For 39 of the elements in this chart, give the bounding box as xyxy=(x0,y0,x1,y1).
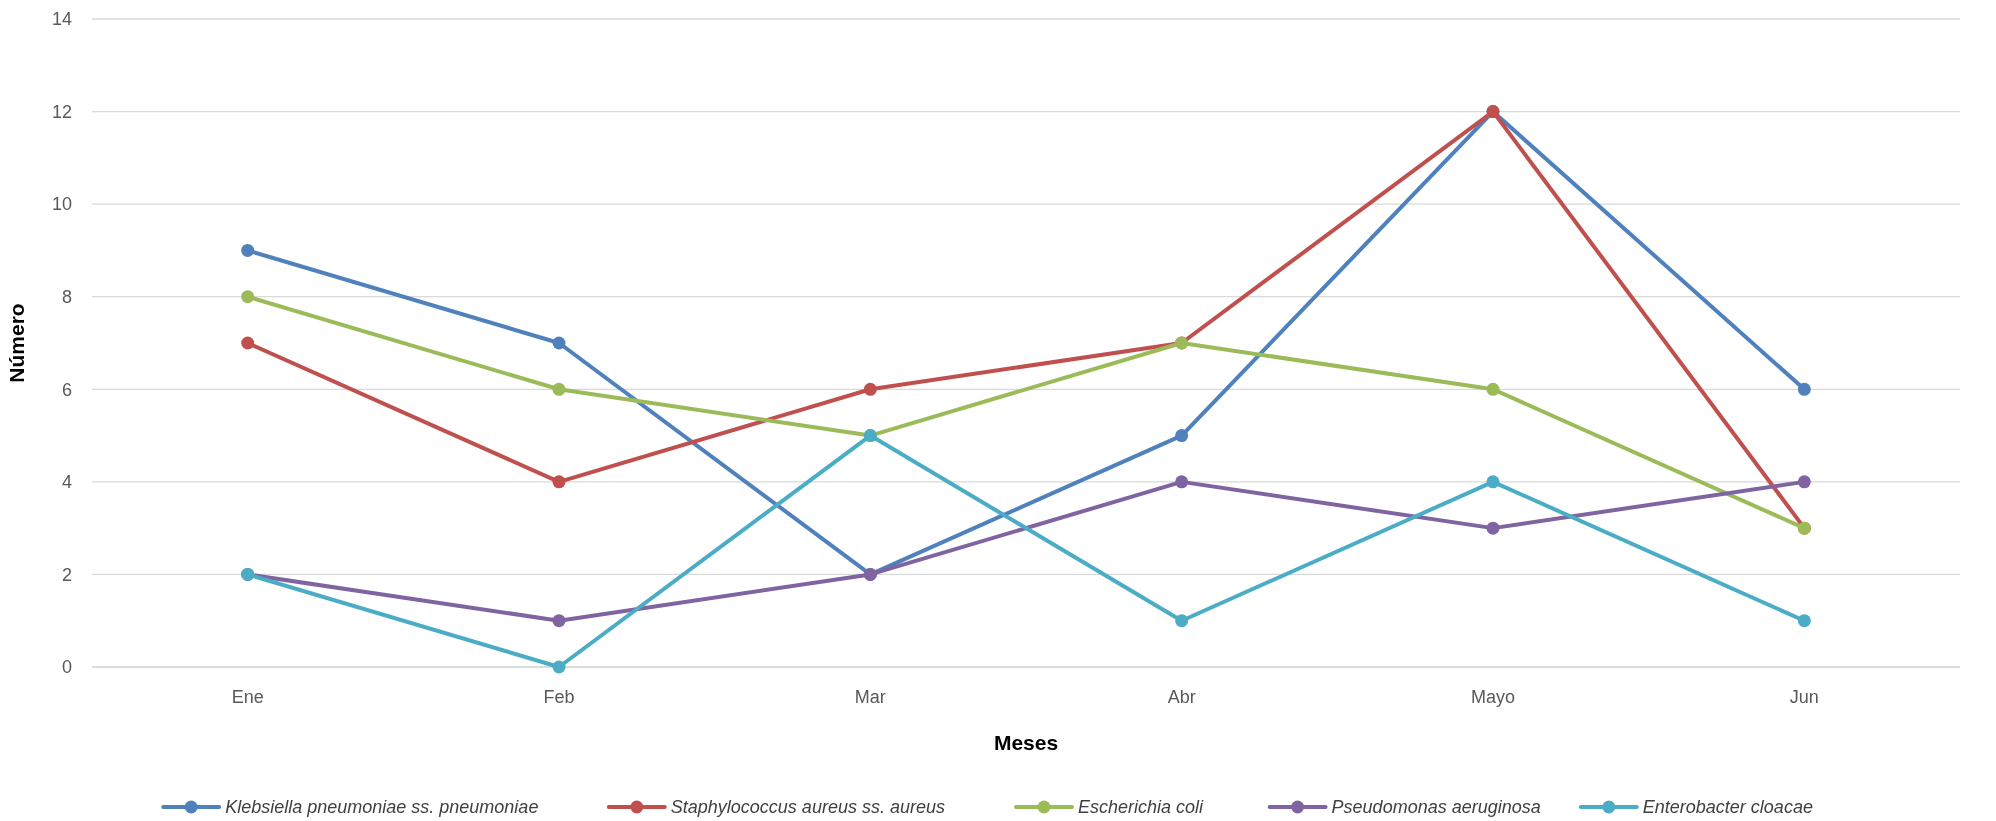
point xyxy=(552,475,566,489)
x-tick-label: Feb xyxy=(543,687,575,707)
y-tick-label: 10 xyxy=(51,194,72,215)
point xyxy=(241,243,255,257)
point xyxy=(1797,382,1811,396)
point xyxy=(1486,475,1500,489)
point xyxy=(1486,382,1500,396)
point xyxy=(1175,614,1189,628)
point xyxy=(552,382,566,396)
y-axis-title: Número xyxy=(5,303,28,383)
legend-label: Enterobacter cloacae xyxy=(1642,797,1813,818)
point xyxy=(1175,475,1189,489)
point xyxy=(241,336,255,350)
y-tick-label: 12 xyxy=(51,101,72,122)
point xyxy=(1486,521,1500,535)
y-tick-label: 8 xyxy=(61,287,72,308)
point xyxy=(552,614,566,628)
point xyxy=(1175,429,1189,443)
point xyxy=(1797,614,1811,628)
y-tick-label: 4 xyxy=(61,472,72,493)
x-tick-label: Ene xyxy=(231,687,264,707)
x-tick-label: Jun xyxy=(1789,687,1819,707)
point xyxy=(241,290,255,304)
x-tick-label: Abr xyxy=(1167,687,1196,707)
legend-label: Staphylococcus aureus ss. aureus xyxy=(670,797,945,818)
y-tick-label: 2 xyxy=(61,564,72,585)
y-tick-label: 6 xyxy=(61,379,72,400)
x-axis-title: Meses xyxy=(993,731,1059,754)
y-tick-label: 14 xyxy=(51,9,72,30)
legend-label: Klebsiella pneumoniae ss. pneumoniae xyxy=(225,797,539,818)
x-tick-label: Mar xyxy=(854,687,886,707)
point xyxy=(552,660,566,674)
point xyxy=(863,382,877,396)
y-tick-label: 0 xyxy=(61,657,72,678)
legend-label: Escherichia coli xyxy=(1078,797,1205,818)
point xyxy=(552,336,566,350)
legend-label: Pseudomonas aeruginosa xyxy=(1331,797,1541,818)
x-tick-label: Mayo xyxy=(1470,687,1516,707)
point xyxy=(1797,475,1811,489)
